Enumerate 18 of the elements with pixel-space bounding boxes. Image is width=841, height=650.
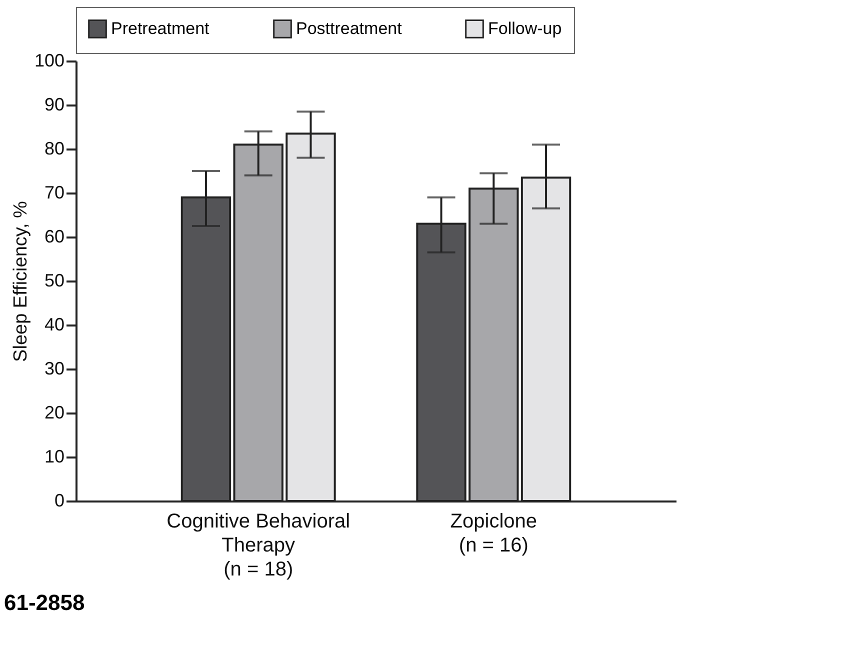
y-tick-label: 80: [44, 138, 64, 158]
y-tick-label: 90: [44, 94, 64, 114]
legend-label: Follow-up: [488, 18, 562, 38]
y-tick-label: 50: [44, 270, 64, 290]
y-tick-label: 70: [44, 182, 64, 202]
x-tick-label: Zopiclone (n = 16): [450, 510, 538, 556]
y-tick-label: 40: [44, 314, 64, 334]
y-axis-title: Sleep Efficiency, %: [10, 200, 32, 362]
x-tick-label: Cognitive Behavioral Therapy (n = 18): [166, 510, 350, 580]
y-tick-label: 60: [44, 226, 64, 246]
y-tick-label: 100: [34, 50, 64, 70]
y-tick-label: 20: [44, 402, 64, 422]
y-tick-label: 10: [44, 446, 64, 466]
text: 61-2858: [4, 590, 85, 616]
y-tick-label: 0: [54, 490, 64, 510]
y-tick-label: 30: [44, 358, 64, 378]
legend-label: Pretreatment: [111, 18, 210, 38]
legend-label: Posttreatment: [296, 18, 402, 38]
